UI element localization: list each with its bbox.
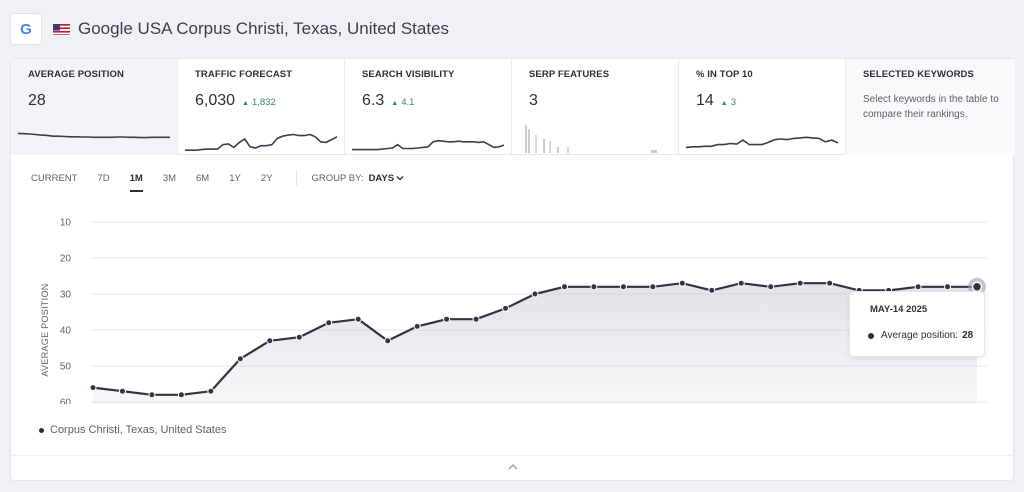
data-point[interactable] — [531, 290, 539, 298]
metric-search-visibility[interactable]: SEARCH VISIBILITY 6.34.1 — [345, 59, 512, 155]
data-point[interactable] — [266, 337, 274, 345]
metric-label: SEARCH VISIBILITY — [362, 69, 455, 80]
data-point[interactable] — [944, 283, 952, 291]
range-1y[interactable]: 1Y — [229, 172, 241, 184]
data-point[interactable] — [295, 333, 303, 341]
y-axis-label: AVERAGE POSITION — [40, 283, 50, 376]
delta-badge: 3 — [721, 97, 736, 108]
sparkline-path — [352, 139, 504, 151]
range-current[interactable]: CURRENT — [31, 172, 78, 184]
legend-dot — [39, 427, 44, 433]
data-point[interactable] — [236, 355, 244, 363]
y-tick-label: 50 — [60, 362, 72, 373]
sparkline-path — [18, 132, 170, 139]
metric-value: 28 — [28, 92, 46, 109]
chart-controls: CURRENT 7D 1M 3M 6M 1Y 2Y GROUP BY: DAYS — [31, 170, 404, 192]
data-point[interactable] — [826, 279, 834, 287]
y-tick-label: 30 — [60, 290, 72, 301]
y-tick-label: 20 — [60, 254, 72, 265]
series-dot — [868, 332, 874, 339]
metric-label: TRAFFIC FORECAST — [195, 69, 293, 80]
metric-average-position[interactable]: AVERAGE POSITION 28 — [11, 59, 178, 155]
data-point[interactable] — [678, 279, 686, 287]
google-g-icon[interactable]: G — [10, 13, 42, 45]
metric-value: 3 — [529, 92, 538, 109]
rankings-card: AVERAGE POSITION 28 TRAFFIC FORECAST 6,0… — [10, 58, 1015, 481]
series-area — [93, 283, 977, 404]
data-point[interactable] — [796, 279, 804, 287]
sparkline — [686, 136, 838, 149]
sparkline — [18, 132, 170, 139]
y-tick-label: 60 — [60, 398, 72, 405]
range-7d[interactable]: 7D — [97, 172, 110, 184]
page-title: Google USA Corpus Christi, Texas, United… — [78, 19, 450, 38]
data-point[interactable] — [914, 283, 922, 291]
selected-keywords-hint: Select keywords in the table to compare … — [863, 94, 999, 120]
sparkline-path — [686, 136, 838, 149]
data-point[interactable] — [971, 281, 983, 293]
data-point[interactable] — [619, 283, 627, 291]
divider — [11, 455, 1013, 456]
metric-label: SELECTED KEYWORDS — [863, 69, 974, 80]
data-point[interactable] — [177, 391, 185, 399]
data-point[interactable] — [413, 322, 421, 330]
metric-value: 6.34.1 — [362, 92, 511, 110]
tooltip-label: Average position: — [881, 330, 959, 341]
sparkline-path — [185, 133, 337, 151]
data-point[interactable] — [207, 387, 215, 395]
tooltip-date: MAY-14 2025 — [870, 304, 928, 315]
data-point[interactable] — [708, 286, 716, 294]
data-point[interactable] — [767, 283, 775, 291]
legend-label: Corpus Christi, Texas, United States — [50, 424, 227, 436]
metrics-row: AVERAGE POSITION 28 TRAFFIC FORECAST 6,0… — [11, 59, 1015, 155]
data-point[interactable] — [443, 315, 451, 323]
data-point[interactable] — [148, 391, 156, 399]
data-point[interactable] — [649, 283, 657, 291]
serp-bars — [525, 125, 657, 153]
tooltip-value: 28 — [962, 330, 974, 341]
sparkline — [185, 133, 337, 151]
delta-badge: 4.1 — [391, 97, 414, 108]
delta-badge: 1,832 — [242, 97, 276, 108]
data-point[interactable] — [384, 337, 392, 345]
data-point[interactable] — [472, 315, 480, 323]
metric-label: SERP FEATURES — [529, 69, 610, 80]
y-tick-label: 40 — [60, 326, 72, 337]
range-6m[interactable]: 6M — [196, 172, 210, 184]
y-tick-label: 10 — [60, 218, 72, 229]
data-point[interactable] — [118, 387, 126, 395]
chevron-down-icon[interactable] — [396, 175, 404, 181]
metric-value: 6,0301,832 — [195, 92, 344, 110]
chevron-up-icon[interactable] — [507, 461, 519, 473]
range-2y[interactable]: 2Y — [260, 172, 273, 184]
tooltip-row: Average position: 28 — [868, 330, 984, 341]
metric-value: 143 — [696, 92, 845, 110]
data-point[interactable] — [354, 315, 362, 323]
sparkline — [352, 139, 504, 151]
metric-selected-keywords: SELECTED KEYWORDS Select keywords in the… — [846, 59, 1015, 155]
group-by-label: GROUP BY: — [311, 172, 364, 184]
data-point[interactable] — [502, 304, 510, 312]
divider — [296, 170, 298, 186]
chart-legend[interactable]: Corpus Christi, Texas, United States — [39, 424, 226, 436]
data-point[interactable] — [325, 319, 333, 327]
data-point[interactable] — [737, 279, 745, 287]
data-point[interactable] — [89, 384, 97, 392]
range-1m[interactable]: 1M — [129, 172, 144, 192]
data-point[interactable] — [560, 283, 568, 291]
header: G Google USA Corpus Christi, Texas, Unit… — [10, 12, 449, 46]
metric-label: % IN TOP 10 — [696, 69, 753, 80]
us-flag-icon — [53, 23, 70, 35]
chart-tooltip: MAY-14 2025 Average position: 28 — [849, 291, 985, 357]
metric-label: AVERAGE POSITION — [28, 69, 124, 80]
metric-serp-features[interactable]: SERP FEATURES 3 — [512, 59, 679, 155]
data-point[interactable] — [590, 283, 598, 291]
range-3m[interactable]: 3M — [162, 172, 177, 184]
group-by-dropdown[interactable]: DAYS — [368, 172, 395, 184]
metric-top-10[interactable]: % IN TOP 10 143 — [679, 59, 846, 155]
metric-traffic-forecast[interactable]: TRAFFIC FORECAST 6,0301,832 — [178, 59, 345, 155]
